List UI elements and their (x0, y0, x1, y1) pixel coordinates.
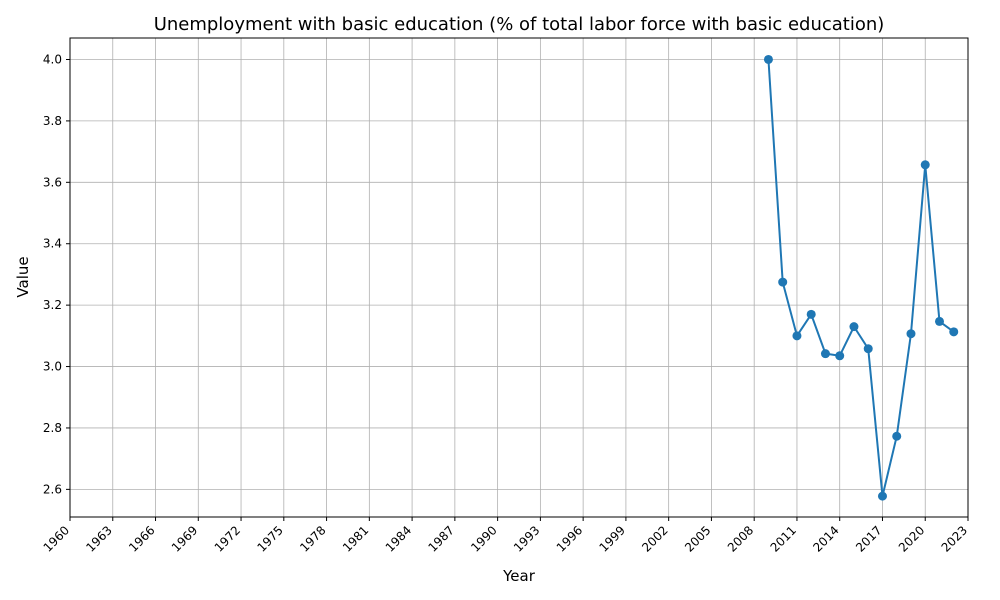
x-tick-label: 1963 (83, 523, 114, 554)
plot-frame (69, 37, 969, 518)
x-tick-label: 2005 (682, 523, 713, 554)
y-tick-label: 3.6 (43, 175, 62, 189)
y-axis-ticks: 2.6 2.8 3.0 3.2 3.4 3.6 3.8 4.0 (43, 52, 70, 496)
data-point (906, 329, 916, 339)
y-tick-label: 2.6 (43, 482, 62, 496)
x-tick-label: 1990 (468, 523, 499, 554)
x-tick-label: 1984 (383, 523, 414, 554)
x-tick-label: 1999 (597, 523, 628, 554)
data-point (792, 331, 802, 341)
x-tick-label: 2023 (939, 523, 970, 554)
x-tick-label: 1960 (41, 523, 72, 554)
x-tick-label: 1987 (425, 523, 456, 554)
x-axis-ticks: 1960 1963 1966 1969 1972 1975 1978 1981 1984 1987… (41, 517, 970, 555)
x-tick-label: 2011 (768, 523, 799, 554)
series-layer (763, 54, 959, 501)
data-point (835, 351, 845, 361)
x-tick-label: 2002 (639, 523, 670, 554)
y-tick-label: 2.8 (43, 421, 62, 435)
x-tick-label: 1993 (511, 523, 542, 554)
x-tick-label: 1975 (254, 523, 285, 554)
y-tick-label: 4.0 (43, 52, 62, 66)
data-point (820, 349, 830, 359)
x-tick-label: 1996 (554, 523, 585, 554)
y-axis-label: Value (14, 256, 32, 297)
x-tick-label: 2017 (853, 523, 884, 554)
x-tick-label: 1972 (212, 523, 243, 554)
data-point (920, 160, 930, 170)
data-point (806, 309, 816, 319)
x-tick-label: 1969 (169, 523, 200, 554)
series-line (767, 59, 955, 497)
data-point (863, 344, 873, 354)
chart-title: Unemployment with basic education (% of … (154, 14, 885, 35)
y-tick-label: 3.2 (43, 298, 62, 312)
data-point (949, 327, 959, 337)
data-point (892, 431, 902, 441)
data-point (877, 491, 887, 501)
data-point (763, 54, 773, 64)
x-tick-label: 2008 (725, 523, 756, 554)
grid-lines (69, 38, 969, 517)
x-tick-label: 2020 (896, 523, 927, 554)
x-tick-label: 1981 (340, 523, 371, 554)
y-tick-label: 3.0 (43, 360, 62, 374)
data-point (934, 316, 944, 326)
data-point (778, 277, 788, 287)
x-axis-label: Year (502, 567, 536, 585)
y-tick-label: 3.8 (43, 114, 62, 128)
x-tick-label: 1978 (297, 523, 328, 554)
x-tick-label: 2014 (810, 523, 841, 554)
data-point (849, 322, 859, 332)
x-tick-label: 1966 (126, 523, 157, 554)
y-tick-label: 3.4 (43, 237, 62, 251)
